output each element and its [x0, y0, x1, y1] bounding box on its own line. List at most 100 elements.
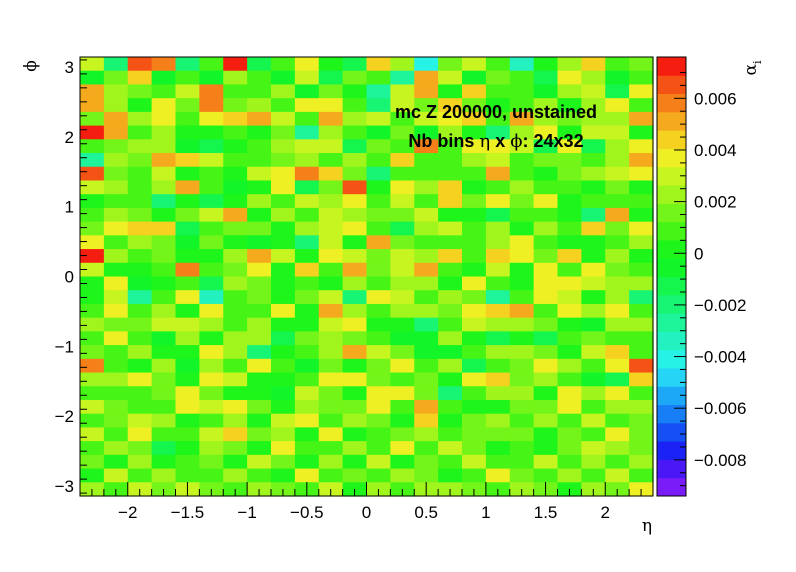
- heatmap-cell: [247, 345, 272, 360]
- heatmap-cell: [533, 317, 559, 332]
- heatmap-cell: [127, 399, 153, 415]
- heatmap-cell: [103, 399, 129, 415]
- heatmap-cell: [581, 399, 606, 415]
- heatmap-cell: [271, 358, 296, 374]
- heatmap-cell: [533, 454, 559, 470]
- heatmap-cell: [318, 235, 344, 250]
- heatmap-cell: [605, 303, 630, 319]
- heatmap-cell: [127, 235, 153, 250]
- heatmap-cell: [390, 57, 415, 72]
- heatmap-cell: [414, 139, 439, 154]
- heatmap-cell: [414, 249, 439, 264]
- heatmap-cell: [414, 454, 439, 470]
- heatmap-cell: [509, 57, 535, 72]
- heatmap-cell: [509, 276, 535, 291]
- heatmap-cell: [127, 331, 153, 346]
- heatmap-cell: [294, 276, 320, 291]
- heatmap-cell: [199, 386, 224, 401]
- heatmap-cell: [581, 441, 606, 456]
- heatmap-cell: [175, 441, 200, 456]
- heatmap-cell: [247, 262, 272, 278]
- heatmap-cell: [462, 468, 487, 483]
- heatmap-cell: [247, 166, 272, 182]
- heatmap-cell: [247, 180, 272, 195]
- heatmap-cell: [414, 125, 439, 140]
- heatmap-cell: [485, 399, 511, 415]
- heatmap-cell: [366, 413, 391, 429]
- heatmap-cell: [366, 386, 391, 401]
- heatmap-cell: [605, 139, 630, 154]
- heatmap-cell: [629, 331, 654, 346]
- heatmap-cell: [605, 468, 630, 483]
- heatmap-cell: [294, 262, 320, 278]
- heatmap-cell: [462, 249, 487, 264]
- heatmap-cell: [175, 221, 200, 236]
- heatmap-cell: [271, 372, 296, 387]
- heatmap-cell: [223, 139, 248, 154]
- heatmap-cell: [485, 303, 511, 319]
- heatmap-cell: [318, 276, 344, 291]
- heatmap-cell: [342, 303, 368, 319]
- heatmap-cell: [151, 98, 177, 113]
- heatmap-cell: [199, 399, 224, 415]
- heatmap-cell: [342, 399, 368, 415]
- heatmap-cell: [199, 180, 224, 195]
- heatmap-cell: [533, 290, 559, 305]
- heatmap-cell: [271, 180, 296, 195]
- heatmap-cell: [462, 221, 487, 236]
- heatmap-cell: [509, 249, 535, 264]
- color-scale-band: [657, 148, 686, 168]
- heatmap-cell: [199, 413, 224, 429]
- heatmap-cell: [462, 153, 487, 168]
- heatmap-cell: [342, 98, 368, 113]
- heatmap-cell: [414, 276, 439, 291]
- heatmap-cell: [390, 180, 415, 195]
- heatmap-cell: [175, 276, 200, 291]
- heatmap-cell: [127, 70, 153, 86]
- color-scale-band: [657, 441, 686, 460]
- heatmap-cell: [629, 249, 654, 264]
- heatmap-cell: [581, 57, 606, 72]
- heatmap-cell: [127, 153, 153, 168]
- heatmap-cell: [127, 139, 153, 154]
- heatmap-cell: [199, 221, 224, 236]
- heatmap-cell: [533, 207, 559, 223]
- heatmap-cell: [390, 262, 415, 278]
- heatmap-cell: [127, 386, 153, 401]
- x-axis-ticks: −2 −1.5 −1 −0.5 0 0.5 1 1.5 2: [79, 482, 654, 522]
- heatmap-cell: [175, 194, 200, 209]
- heatmap-cell: [557, 290, 582, 305]
- heatmap-cell: [509, 317, 535, 332]
- heatmap-cell: [223, 235, 248, 250]
- heatmap-cell: [485, 249, 511, 264]
- heatmap-cell: [271, 399, 296, 415]
- heatmap-cell: [605, 317, 630, 332]
- heatmap-cell: [438, 441, 463, 456]
- heatmap-cell: [605, 413, 630, 429]
- heatmap-cell: [557, 70, 582, 86]
- heatmap-cell: [390, 290, 415, 305]
- heatmap-cell: [294, 249, 320, 264]
- heatmap-cell: [629, 221, 654, 236]
- heatmap-cell: [103, 70, 129, 86]
- heatmap-cell: [247, 57, 272, 72]
- heatmap-cell: [605, 111, 630, 127]
- heatmap-cell: [175, 125, 200, 140]
- heatmap-cell: [605, 235, 630, 250]
- heatmap-cell: [318, 125, 344, 140]
- heatmap-cell: [175, 290, 200, 305]
- heatmap-cell: [605, 386, 630, 401]
- heatmap-cell: [629, 399, 654, 415]
- heatmap-cell: [342, 194, 368, 209]
- heatmap-cell: [438, 303, 463, 319]
- heatmap-cell: [581, 386, 606, 401]
- heatmap-cell: [629, 454, 654, 470]
- heatmap-cell: [605, 194, 630, 209]
- heatmap-cell: [629, 427, 654, 442]
- heatmap-cell: [605, 345, 630, 360]
- heatmap-cell: [127, 290, 153, 305]
- heatmap-cell: [151, 249, 177, 264]
- heatmap-cell: [485, 70, 511, 86]
- heatmap-cell: [127, 276, 153, 291]
- heatmap-cell: [342, 372, 368, 387]
